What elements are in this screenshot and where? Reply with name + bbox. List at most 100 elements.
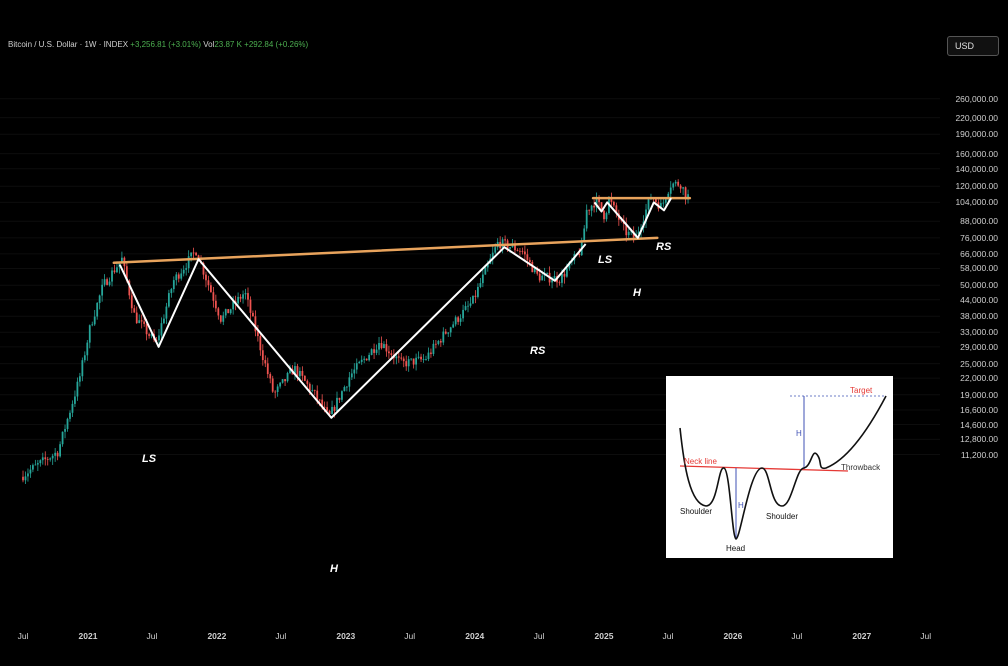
candle-body — [333, 406, 336, 411]
candle-body — [674, 181, 677, 184]
candle-body — [160, 323, 163, 336]
y-tick-label: 33,000.00 — [960, 327, 998, 338]
candle-body — [328, 410, 331, 415]
candle-body — [222, 315, 225, 322]
candle-body — [326, 407, 329, 411]
candle-body — [422, 359, 425, 360]
candle-body — [256, 331, 259, 337]
pattern-label-ls-small: LS — [598, 254, 613, 266]
y-tick-label: 140,000.00 — [955, 163, 998, 174]
candle-body — [39, 460, 42, 464]
candle-body — [390, 353, 393, 356]
candle-body — [143, 321, 146, 324]
candle-body — [467, 305, 469, 307]
y-tick-label: 38,000.00 — [960, 311, 998, 322]
pattern-label-rs-small: RS — [656, 241, 672, 253]
candle-body — [434, 343, 437, 345]
candle-body — [444, 331, 447, 334]
candle-body — [336, 397, 338, 411]
currency-button[interactable]: USD — [947, 36, 999, 56]
symbol-title: Bitcoin / U.S. Dollar · 1W · INDEX — [8, 40, 129, 49]
candle-body — [477, 286, 479, 297]
candle-body — [427, 352, 430, 360]
candle-body — [308, 383, 311, 391]
candle-body — [578, 253, 581, 256]
candle-body — [286, 372, 289, 382]
candle-body — [284, 379, 286, 382]
candle-body — [202, 262, 205, 275]
candle-body — [150, 334, 153, 336]
candle-body — [71, 403, 74, 413]
candle-body — [180, 273, 183, 279]
candle-body — [190, 252, 193, 257]
x-tick-label: Jul — [791, 631, 803, 641]
x-tick-label: 2027 — [852, 631, 872, 641]
candle-body — [177, 274, 180, 279]
candle-body — [687, 194, 689, 200]
candle-body — [378, 342, 380, 350]
candle-body — [563, 273, 566, 277]
candle-body — [86, 342, 89, 356]
candle-body — [91, 324, 94, 326]
candle-body — [266, 363, 269, 375]
candle-body — [412, 358, 415, 365]
pattern-label-rs: RS — [530, 345, 546, 357]
candle-body — [395, 356, 398, 359]
candle-body — [447, 332, 450, 334]
candle-body — [350, 373, 353, 378]
candle-body — [76, 381, 79, 397]
candle-body — [116, 267, 118, 273]
volume-change: +292.84 (+0.26%) — [244, 40, 309, 49]
inset-target-label: Target — [850, 386, 873, 395]
candle-body — [145, 323, 148, 335]
candle-body — [279, 382, 282, 387]
x-tick-label: Jul — [275, 631, 287, 641]
price-change: +3,256.81 (+3.01%) — [130, 40, 201, 49]
y-tick-label: 160,000.00 — [955, 148, 998, 159]
y-tick-label: 19,000.00 — [960, 389, 998, 400]
candle-body — [133, 308, 136, 313]
candle-body — [523, 251, 526, 255]
candle-body — [345, 386, 348, 388]
y-tick-label: 58,000.00 — [960, 263, 998, 274]
candle-body — [637, 231, 640, 235]
candle-body — [598, 197, 600, 203]
candle-body — [669, 187, 672, 194]
x-tick-label: Jul — [146, 631, 158, 641]
candle-body — [553, 276, 556, 281]
candle-body — [323, 406, 326, 408]
candle-body — [684, 187, 687, 200]
candle-body — [247, 293, 249, 300]
candle-body — [98, 295, 101, 303]
candle-body — [121, 257, 123, 263]
candle-body — [227, 309, 230, 314]
candle-body — [281, 379, 284, 383]
candle-body — [363, 358, 366, 360]
candle-body — [276, 386, 279, 392]
y-tick-label: 120,000.00 — [955, 181, 998, 192]
candle-body — [509, 247, 511, 249]
candle-body — [158, 335, 160, 341]
candle-body — [358, 361, 361, 364]
candle-body — [224, 309, 227, 316]
candle-body — [27, 473, 29, 477]
candle-body — [420, 356, 422, 360]
candle-body — [32, 465, 34, 470]
x-tick-label: 2024 — [465, 631, 485, 641]
candle-body — [541, 275, 544, 281]
candle-body — [439, 341, 442, 343]
candle-body — [125, 266, 128, 281]
candle-body — [348, 377, 351, 387]
candle-body — [370, 349, 373, 355]
candle-body — [165, 306, 168, 319]
candle-body — [207, 280, 210, 286]
candle-body — [380, 342, 383, 349]
candle-body — [526, 254, 529, 260]
candle-body — [558, 282, 561, 284]
candle-body — [244, 293, 247, 295]
x-tick-label: 2023 — [336, 631, 356, 641]
candle-body — [583, 228, 586, 242]
candle-body — [610, 197, 613, 202]
neckline-0 — [112, 236, 659, 265]
